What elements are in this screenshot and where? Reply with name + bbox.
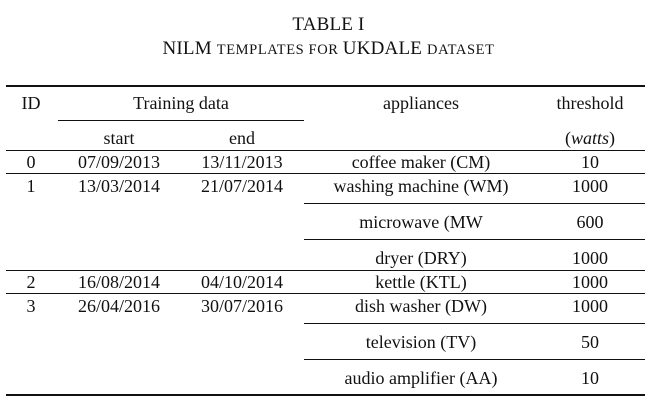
row-end: 04/10/2014 <box>200 272 284 292</box>
unit-watts: watts <box>570 128 610 148</box>
table-top-rule <box>6 85 645 87</box>
row-start: 26/04/2016 <box>77 296 161 316</box>
row-id: 3 <box>26 296 36 316</box>
row-threshold: 50 <box>581 332 599 352</box>
header-appliances: appliances <box>383 93 459 113</box>
row-id: 0 <box>26 152 36 172</box>
row-appliance: television (TV) <box>365 332 477 352</box>
training-data-underline <box>58 120 304 121</box>
row-threshold: 10 <box>581 152 599 172</box>
row-start: 16/08/2014 <box>77 272 161 292</box>
header-bottom-rule <box>6 150 645 151</box>
row-appliance: dryer (DRY) <box>375 248 467 268</box>
table-caption-number: TABLE I <box>292 14 365 35</box>
group-rule <box>6 293 645 294</box>
header-training-data: Training data <box>133 93 229 113</box>
header-threshold: threshold <box>556 93 624 113</box>
row-end: 13/11/2013 <box>201 152 283 172</box>
row-threshold: 1000 <box>572 176 608 196</box>
caption-part: UKDALE <box>342 38 428 59</box>
table-bottom-rule <box>6 394 645 396</box>
row-appliance: microwave (MW <box>359 212 483 232</box>
row-appliance: coffee maker (CM) <box>351 152 491 172</box>
sub-row-rule <box>304 323 645 324</box>
row-threshold: 1000 <box>572 272 608 292</box>
row-appliance: dish washer (DW) <box>355 296 487 316</box>
header-id: ID <box>21 93 41 113</box>
row-appliance: kettle (KTL) <box>375 272 467 292</box>
caption-part: DATASET <box>427 42 495 58</box>
row-id: 1 <box>26 176 36 196</box>
group-rule <box>6 270 645 271</box>
row-appliance: washing machine (WM) <box>333 176 509 196</box>
table-caption-title: NILM TEMPLATES FOR UKDALE DATASET <box>0 38 657 61</box>
header-start: start <box>103 128 135 148</box>
caption-part: NILM <box>162 38 217 59</box>
row-threshold: 1000 <box>572 248 608 268</box>
row-start: 13/03/2014 <box>77 176 161 196</box>
sub-row-rule <box>304 359 645 360</box>
sub-row-rule <box>304 239 645 240</box>
header-unit: (watts) <box>564 128 616 148</box>
header-end: end <box>229 128 255 148</box>
group-rule <box>6 173 645 174</box>
caption-part: TEMPLATES FOR <box>216 42 343 58</box>
row-threshold: 600 <box>576 212 604 232</box>
sub-row-rule <box>304 203 645 204</box>
row-threshold: 1000 <box>572 296 608 316</box>
row-threshold: 10 <box>581 368 599 388</box>
row-id: 2 <box>26 272 36 292</box>
row-start: 07/09/2013 <box>77 152 161 172</box>
row-end: 30/07/2016 <box>200 296 284 316</box>
row-appliance: audio amplifier (AA) <box>344 368 498 388</box>
row-end: 21/07/2014 <box>200 176 284 196</box>
